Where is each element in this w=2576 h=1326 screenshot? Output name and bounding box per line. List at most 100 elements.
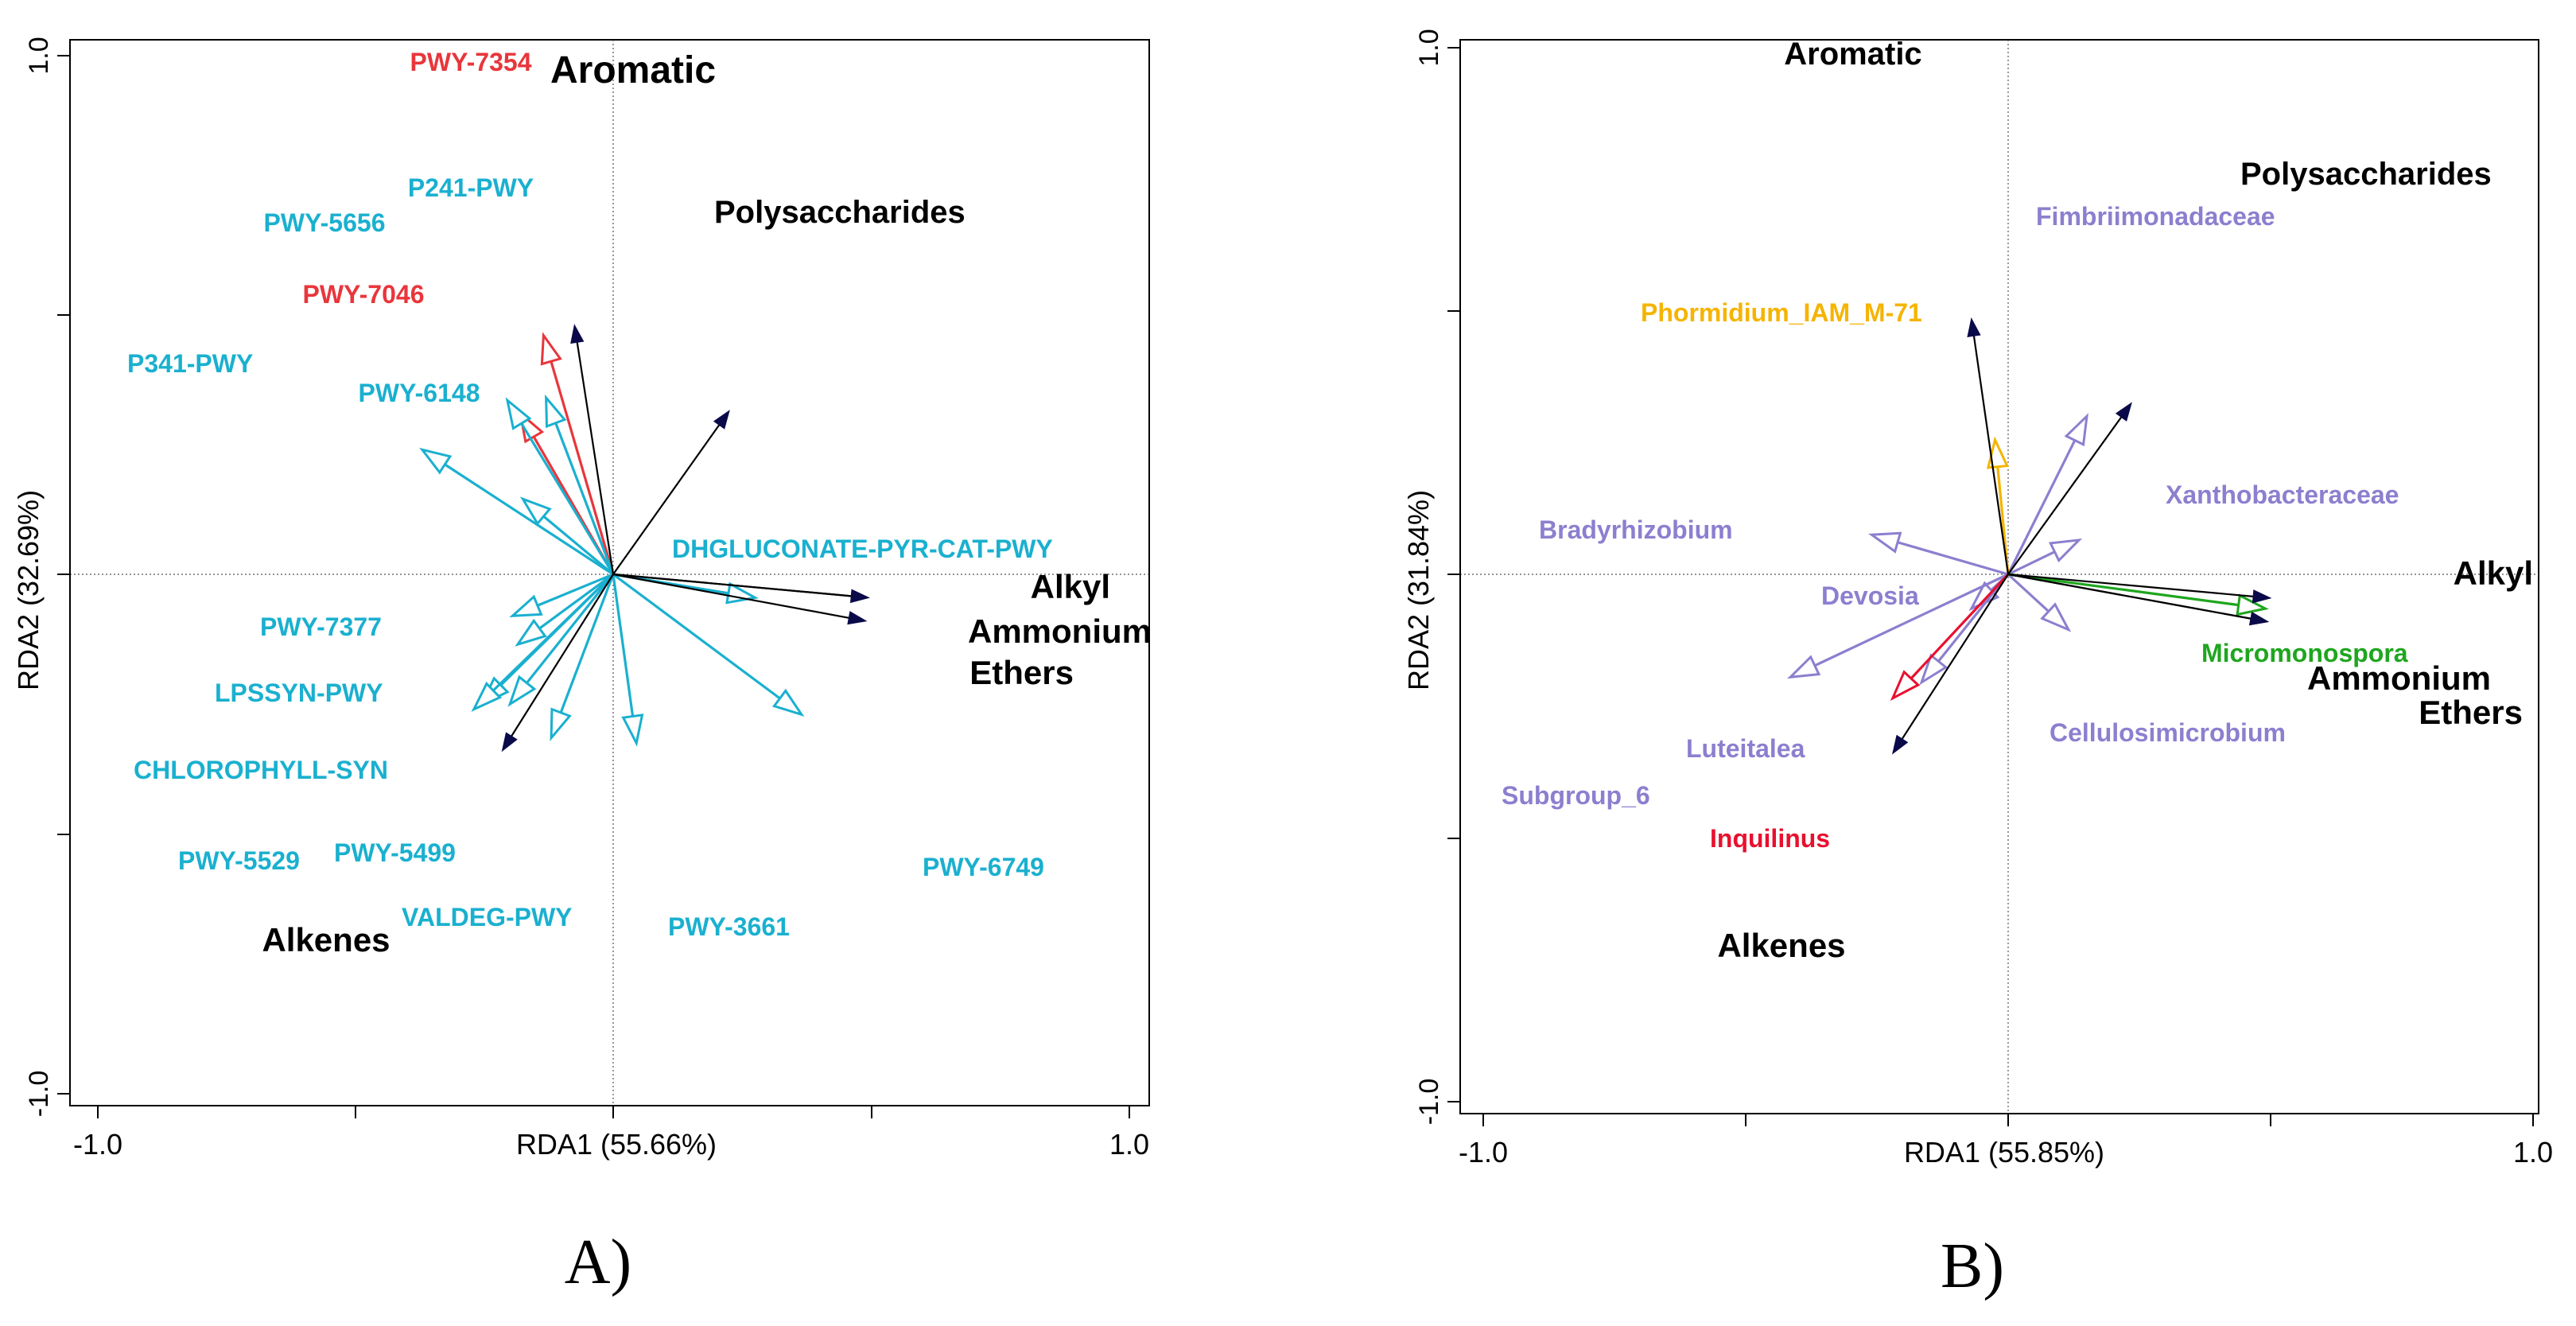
response-vector-label: Xanthobacteraceae <box>2166 480 2399 509</box>
response-vector-arrowhead <box>621 714 644 747</box>
env-vector-line <box>2007 416 2123 575</box>
x-tick-label-max: 1.0 <box>1109 1128 1149 1161</box>
y-tick-label-min: -1.0 <box>24 1071 54 1118</box>
response-vector-label: DHGLUCONATE-PYR-CAT-PWY <box>672 535 1053 563</box>
response-vector-line <box>2007 573 2050 612</box>
response-vector-line <box>559 574 615 714</box>
env-vector-arrowhead <box>2252 589 2272 604</box>
response-vector-label: Phormidium_IAM_M-71 <box>1641 298 1922 327</box>
response-vector-label: PWY-5529 <box>178 846 300 875</box>
panel-label: B) <box>1941 1231 2004 1301</box>
env-vector-line <box>1972 336 2010 575</box>
response-vector-line <box>542 515 615 576</box>
env-vector-line <box>2007 573 2252 620</box>
response-vector-line <box>612 574 635 717</box>
response-vector-arrowhead <box>505 397 532 430</box>
response-vector-arrowhead <box>1890 670 1921 702</box>
response-vector-line <box>1937 573 2010 663</box>
env-vector-line <box>576 342 615 575</box>
response-vector-arrowhead <box>1787 655 1821 679</box>
env-vector-arrowhead <box>713 410 730 430</box>
response-vector-line <box>520 422 615 575</box>
response-vector-arrowhead <box>509 594 543 617</box>
vector-layer: Fimbriimonadaceae Phormidium_IAM_M-71 Brad… <box>1502 37 2533 964</box>
response-vector-label: Devosia <box>1821 581 1919 610</box>
response-vector-label: LPSSYN-PWY <box>215 679 383 707</box>
x-axis: -1.0 1.0 RDA1 (55.85%) <box>1459 1113 2553 1169</box>
panel-label: A) <box>565 1227 631 1297</box>
x-tick-label-max: 1.0 <box>2513 1136 2553 1169</box>
env-vector-line <box>612 573 849 619</box>
response-vector-label: Inquilinus <box>1710 824 1830 853</box>
panel-a: -1.0 1.0 RDA1 (55.66%) 1.0 -1.0 RDA2 (32… <box>12 37 1152 1297</box>
env-vector-line <box>2007 573 2254 597</box>
response-vector-label: PWY-7046 <box>303 280 425 309</box>
y-tick-label-min: -1.0 <box>1414 1079 1444 1126</box>
env-vector-label: Ammonium <box>2307 659 2491 697</box>
x-tick-label-min: -1.0 <box>1459 1136 1508 1169</box>
env-vector-label: Alkyl <box>2454 554 2533 592</box>
y-axis-label: RDA2 (31.84%) <box>1402 490 1435 690</box>
response-vector-line <box>537 573 614 607</box>
response-vector-arrowhead <box>515 618 547 647</box>
response-vector-arrowhead <box>419 447 453 475</box>
x-axis: -1.0 1.0 RDA1 (55.66%) <box>73 1105 1149 1161</box>
env-vector-arrowhead <box>2115 402 2132 422</box>
response-vector-label: PWY-3661 <box>668 912 790 941</box>
response-vector-line <box>492 573 615 692</box>
env-vector-line <box>511 574 614 737</box>
response-vector-label: PWY-7377 <box>260 612 382 641</box>
env-vector-label: Ethers <box>969 654 1074 691</box>
response-vector-line <box>554 422 615 575</box>
response-vector-line <box>1897 541 2009 576</box>
response-vector-arrowhead <box>545 394 567 429</box>
env-vector-label: Polysaccharides <box>2240 157 2492 192</box>
response-vector-line <box>550 360 615 575</box>
x-axis-label: RDA1 (55.66%) <box>516 1128 717 1161</box>
env-vector-label: Polysaccharides <box>714 195 966 230</box>
response-vector-arrowhead <box>2040 602 2072 632</box>
env-vector-arrowhead <box>2249 612 2270 626</box>
response-vector-label: Cellulosimicrobium <box>2050 718 2286 747</box>
response-vector-label: P241-PWY <box>408 173 534 202</box>
vector-layer: PWY-7354 PWY-7046 P241-PWY PWY-5656 P341-PWY… <box>127 48 1152 959</box>
response-vector-label: Bradyrhizobium <box>1539 515 1733 544</box>
response-vector-label: PWY-7354 <box>410 48 532 76</box>
response-vector-line <box>538 573 614 630</box>
x-tick-label-min: -1.0 <box>73 1128 122 1161</box>
response-vector-arrowhead <box>1868 531 1902 554</box>
response-vector-arrowhead <box>771 688 805 717</box>
env-vector-arrowhead <box>850 589 870 604</box>
env-vector-line <box>1901 574 2009 740</box>
response-vector-label: PWY-5656 <box>264 208 386 237</box>
response-vector-arrowhead <box>2048 538 2083 563</box>
response-vector-label: PWY-5499 <box>334 838 456 867</box>
x-axis-label: RDA1 (55.85%) <box>1904 1136 2104 1169</box>
response-vector-arrowhead <box>507 675 537 707</box>
response-vector-line <box>526 574 615 684</box>
response-vector-label: Fimbriimonadaceae <box>2036 202 2275 231</box>
response-vector-label: PWY-6749 <box>923 853 1044 881</box>
response-vector-arrowhead <box>550 707 572 741</box>
response-vector-line <box>2007 439 2077 575</box>
env-vector-label: Aromatic <box>550 49 716 91</box>
response-vector-arrowhead <box>1919 653 1949 686</box>
response-vector-label: P341-PWY <box>127 349 253 378</box>
response-vector-arrowhead <box>471 681 503 712</box>
response-vector-label: Micromonospora <box>2201 639 2408 667</box>
env-vector-arrowhead <box>1967 317 1981 337</box>
env-vector-line <box>612 424 721 575</box>
env-vector-label: Ammonium <box>968 612 1152 650</box>
env-vector-line <box>612 573 852 597</box>
y-tick-label-max: 1.0 <box>24 37 54 74</box>
env-vector-label: Ethers <box>2419 694 2523 731</box>
response-vector-label: Luteitalea <box>1686 734 1805 763</box>
env-vector-label: Alkyl <box>1031 568 1110 605</box>
response-vector-arrowhead <box>2064 413 2089 447</box>
env-vector-label: Aromatic <box>1784 37 1921 72</box>
response-vector-line <box>612 573 781 700</box>
response-vector-label: CHLOROPHYLL-SYN <box>134 756 388 784</box>
response-vector-line <box>2007 550 2056 576</box>
env-vector-label: Alkenes <box>262 921 390 959</box>
env-vector-arrowhead <box>501 732 518 752</box>
